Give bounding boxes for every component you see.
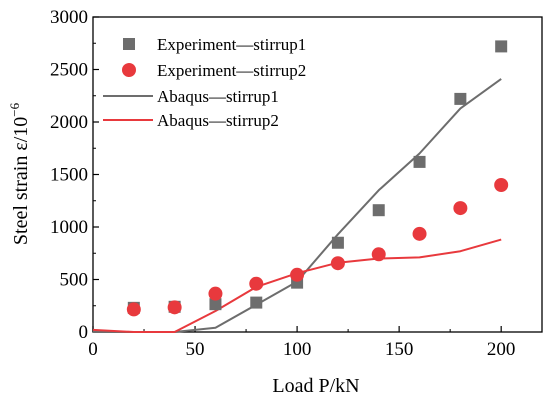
y-tick-label: 1500 (50, 165, 88, 186)
legend-label: Abaqus—stirrup1 (157, 87, 279, 106)
y-tick-label: 500 (60, 270, 89, 291)
x-axis-title: Load P/kN (272, 375, 359, 397)
data-point-circle (453, 201, 468, 216)
y-axis-title-exponent: −6 (7, 102, 22, 116)
data-point-square (495, 40, 508, 53)
data-point-square (209, 298, 222, 311)
data-point-square (454, 92, 467, 105)
legend: Experiment—stirrup1 Experiment—stirrup2 Ab… (103, 35, 306, 130)
data-point-circle (126, 302, 141, 317)
legend-label: Experiment—stirrup2 (157, 61, 306, 80)
y-axis-title-main: Steel strain ε/10 (10, 117, 32, 245)
data-point-square (413, 155, 426, 168)
y-tick-label: 1000 (50, 217, 88, 238)
legend-label: Experiment—stirrup1 (157, 35, 306, 54)
x-tick-label: 150 (385, 339, 414, 360)
legend-marker-square (123, 38, 135, 50)
x-tick-label: 0 (88, 339, 98, 360)
data-point-square (250, 296, 263, 309)
data-point-circle (371, 247, 386, 262)
series-layer (92, 40, 509, 333)
data-point-circle (208, 286, 223, 301)
data-point-circle (290, 267, 305, 282)
y-tick-label: 2500 (50, 60, 88, 81)
x-tick-label: 100 (283, 339, 312, 360)
data-point-circle (167, 300, 182, 315)
data-point-square (331, 236, 344, 249)
data-point-circle (330, 256, 345, 271)
y-tick-label: 0 (79, 322, 89, 343)
x-tick-label: 50 (186, 339, 205, 360)
legend-marker-circle (122, 63, 136, 77)
x-tick-label: 200 (487, 339, 516, 360)
data-point-square (372, 204, 385, 217)
y-tick-label: 2000 (50, 112, 88, 133)
data-point-circle (249, 276, 264, 291)
y-tick-label: 3000 (50, 7, 88, 28)
y-axis-title: Steel strain ε/10−6 (7, 102, 32, 245)
data-point-circle (494, 178, 509, 192)
series-line (93, 78, 502, 333)
legend-label: Abaqus—stirrup2 (157, 111, 279, 130)
svg-text:Steel strain ε/10−6: Steel strain ε/10−6 (7, 102, 32, 245)
data-point-circle (412, 226, 427, 241)
